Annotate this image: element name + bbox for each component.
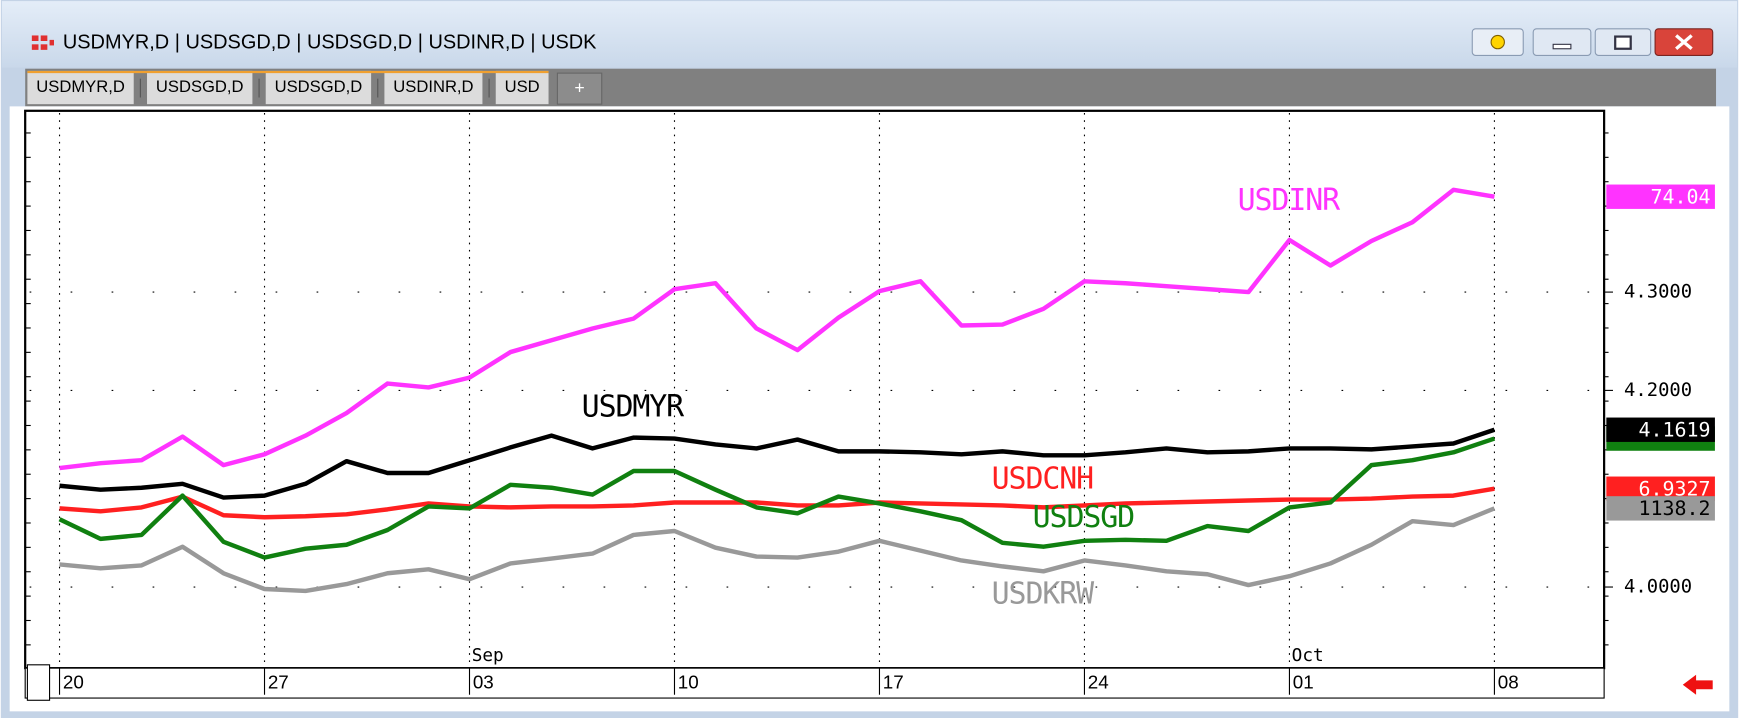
series-label: USDINR xyxy=(1238,183,1340,218)
scroll-arrow[interactable] xyxy=(1682,674,1713,695)
last-value-label: 6.9327 xyxy=(1638,476,1710,500)
active-tab-underline xyxy=(27,70,549,74)
x-tick-label: 01 xyxy=(1293,672,1314,693)
app-icon xyxy=(31,35,54,50)
series-label: USDSGD xyxy=(1033,500,1134,535)
y-tick-label: 4.3000 xyxy=(1624,282,1692,303)
y-tick-label: 4.0000 xyxy=(1624,577,1692,598)
title-bar xyxy=(1,1,1738,68)
last-value-tag xyxy=(1606,417,1715,442)
last-value-label: 4.1619 xyxy=(1638,417,1710,441)
x-tick-label: 20 xyxy=(63,672,84,693)
series-label: USDCNH xyxy=(992,461,1093,496)
y-tick-label: 4.2000 xyxy=(1624,380,1692,401)
window-buttons[interactable] xyxy=(1471,28,1714,56)
maximize-icon xyxy=(1614,35,1632,50)
tab[interactable] xyxy=(495,70,549,105)
tab[interactable] xyxy=(27,70,134,105)
series-line xyxy=(59,506,1496,594)
series-label: USDKRW xyxy=(992,577,1094,612)
plot: 4.0000 4.2000 4.3000 20 27 03 Sep 10 17 24 01 Oct 08… xyxy=(24,109,1715,699)
tab[interactable] xyxy=(265,70,372,105)
last-value-label: 74.04 xyxy=(1650,184,1710,208)
tabs: USDMYR,D USDSGD,D USDSGD,D USDINR,D USD + xyxy=(27,70,603,105)
x-axis-band xyxy=(24,667,1605,699)
minimize-button[interactable] xyxy=(1532,28,1592,56)
month-label: Oct xyxy=(1292,646,1324,666)
last-value-label: 1138.2 xyxy=(1638,496,1710,520)
series-line xyxy=(58,436,1496,560)
last-value-tag xyxy=(1606,184,1715,209)
tab[interactable] xyxy=(147,70,253,105)
series-line xyxy=(59,187,1495,471)
window-title: USDMYR,D | USDSGD,D | USDSGD,D | USDINR,… xyxy=(63,31,597,53)
x-tick-label: 08 xyxy=(1498,672,1519,693)
tab-label: USDMYR,D xyxy=(36,77,125,96)
tab-label: USDSGD,D xyxy=(156,77,244,96)
new-tab-label: + xyxy=(574,77,584,97)
tab-label: USDINR,D xyxy=(393,77,473,96)
x-tick-label: 10 xyxy=(678,672,699,693)
alert-icon xyxy=(1490,34,1505,50)
x-tick-label: 17 xyxy=(883,672,904,693)
last-value-tag xyxy=(1606,496,1715,521)
tab-label: USDSGD,D xyxy=(275,77,363,96)
close-icon xyxy=(1675,34,1693,51)
series-label: USDMYR xyxy=(582,389,684,424)
x-tick-label: 24 xyxy=(1088,672,1109,693)
x-tick-label: 03 xyxy=(473,672,494,693)
series-line xyxy=(59,486,1495,520)
scroll-box[interactable] xyxy=(26,664,51,701)
month-label: Sep xyxy=(472,646,504,666)
minimize-icon xyxy=(1552,43,1572,50)
new-tab-button[interactable] xyxy=(556,72,603,105)
tab[interactable] xyxy=(384,70,483,105)
plot-area xyxy=(24,109,1606,670)
series-line xyxy=(59,427,1496,500)
tab-label: USD xyxy=(505,77,540,96)
x-tick-label: 27 xyxy=(268,672,289,693)
